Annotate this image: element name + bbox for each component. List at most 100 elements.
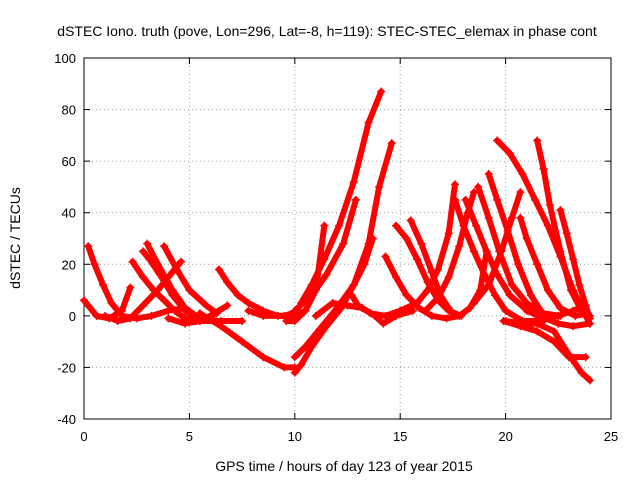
data-point: [381, 311, 390, 320]
data-point: [349, 280, 358, 289]
y-tick-label: 40: [62, 206, 76, 221]
data-point: [451, 195, 460, 204]
data-point: [507, 213, 516, 222]
data-point: [533, 327, 542, 336]
series-track: [291, 140, 395, 361]
data-point: [168, 286, 177, 295]
y-tick-label: -20: [57, 360, 76, 375]
data-point: [442, 314, 451, 323]
data-point: [217, 322, 226, 331]
data-point: [427, 268, 436, 277]
data-point: [444, 229, 453, 238]
data-point: [316, 324, 325, 333]
data-point: [491, 291, 500, 300]
data-point: [533, 319, 542, 328]
data-point: [581, 353, 590, 362]
data-point: [415, 304, 424, 313]
data-point: [459, 221, 468, 230]
data-point: [396, 306, 405, 315]
data-point: [381, 252, 390, 261]
data-point: [493, 136, 502, 145]
data-point: [421, 306, 430, 315]
data-point: [379, 319, 388, 328]
data-point: [402, 234, 411, 243]
data-point: [539, 314, 548, 323]
data-point: [90, 260, 99, 269]
data-series: [80, 87, 594, 385]
series-16: [290, 195, 360, 315]
data-point: [238, 317, 247, 326]
data-point: [507, 280, 516, 289]
x-tick-label: 15: [393, 429, 407, 444]
data-point: [556, 247, 565, 256]
data-point: [569, 255, 578, 264]
data-point: [501, 317, 510, 326]
data-point: [139, 301, 148, 310]
y-tick-label: 60: [62, 154, 76, 169]
data-point: [571, 311, 580, 320]
data-point: [113, 317, 122, 326]
data-point: [244, 298, 253, 307]
data-point: [210, 309, 219, 318]
data-point: [505, 149, 514, 158]
series-track: [215, 266, 309, 319]
data-point: [343, 301, 352, 310]
y-tick-label: 80: [62, 103, 76, 118]
data-point: [556, 304, 565, 313]
data-point: [387, 139, 396, 148]
data-point: [126, 314, 135, 323]
data-point: [147, 311, 156, 320]
x-tick-label: 0: [80, 429, 87, 444]
data-point: [522, 306, 531, 315]
data-point: [351, 195, 360, 204]
data-point: [516, 213, 525, 222]
data-point: [417, 239, 426, 248]
series-10: [195, 309, 299, 372]
x-tick-label: 25: [604, 429, 618, 444]
data-point: [339, 239, 348, 248]
data-point: [550, 327, 559, 336]
data-point: [335, 221, 344, 230]
data-point: [556, 206, 565, 215]
data-point: [533, 260, 542, 269]
series-8: [164, 301, 232, 328]
x-tick-label: 5: [186, 429, 193, 444]
series-track: [161, 243, 220, 317]
data-point: [143, 239, 152, 248]
x-tick-label: 20: [498, 429, 512, 444]
axis-ticks: [83, 57, 612, 420]
y-axis-label: dSTEC / TECUs: [7, 187, 23, 289]
series-15: [297, 87, 386, 307]
data-point: [469, 188, 478, 197]
data-point: [457, 311, 466, 320]
data-point: [259, 311, 268, 320]
data-point: [347, 291, 356, 300]
data-point: [172, 265, 181, 274]
data-point: [377, 87, 386, 96]
series-32: [501, 317, 594, 385]
y-tick-label: 0: [69, 309, 76, 324]
data-point: [545, 200, 554, 209]
x-tick-label: 10: [288, 429, 302, 444]
series-28: [469, 188, 525, 307]
data-point: [176, 257, 185, 266]
y-tick-label: 100: [54, 51, 76, 66]
data-point: [562, 229, 571, 238]
data-point: [160, 242, 169, 251]
data-point: [366, 309, 375, 318]
data-point: [413, 255, 422, 264]
data-point: [569, 322, 578, 331]
data-point: [290, 368, 299, 377]
data-point: [423, 278, 432, 287]
data-point: [195, 317, 204, 326]
series-21: [406, 216, 453, 313]
data-point: [117, 306, 126, 315]
data-point: [301, 306, 310, 315]
data-point: [244, 306, 253, 315]
data-point: [233, 291, 242, 300]
series-track: [502, 318, 593, 384]
series-29: [516, 213, 592, 320]
data-point: [585, 314, 594, 323]
data-point: [391, 221, 400, 230]
